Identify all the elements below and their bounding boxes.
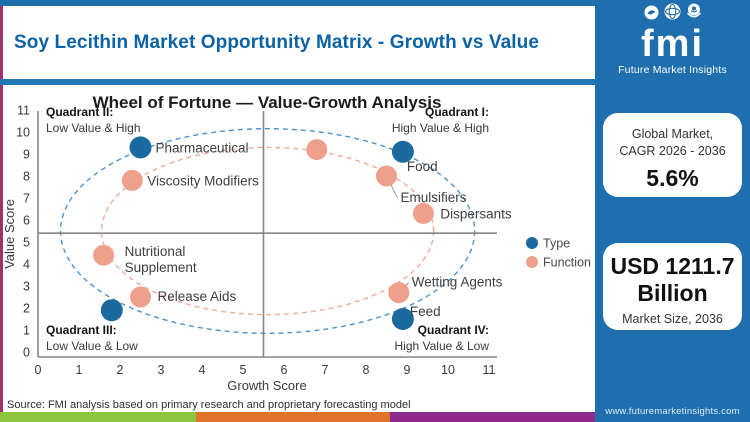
quadrant-label-bottom-left: Quadrant III: bbox=[46, 323, 117, 337]
chart-title: Wheel of Fortune — Value-Growth Analysis bbox=[93, 93, 442, 112]
y-tick-3: 3 bbox=[23, 280, 30, 294]
market-size-value-line2: Billion bbox=[637, 280, 708, 306]
y-tick-8: 8 bbox=[23, 170, 30, 184]
y-tick-10: 10 bbox=[16, 126, 30, 140]
cagr-value: 5.6% bbox=[646, 165, 699, 191]
source-note: Source: FMI analysis based on primary re… bbox=[7, 399, 411, 411]
y-axis-title: Value Score bbox=[2, 199, 17, 269]
point-label-dispersants: Dispersants bbox=[440, 206, 512, 221]
page-title: Soy Lecithin Market Opportunity Matrix -… bbox=[14, 31, 540, 53]
person-icon bbox=[686, 3, 702, 25]
x-tick-6: 6 bbox=[281, 363, 288, 377]
logo-wordmark: fmi bbox=[641, 23, 704, 65]
left-accent-bar bbox=[0, 6, 3, 412]
point-label-food: Food bbox=[407, 159, 438, 174]
data-point-release-aids bbox=[130, 286, 151, 308]
quadrant-label-bottom-right: Quadrant IV: bbox=[418, 323, 489, 337]
data-point-dispersants bbox=[412, 202, 434, 224]
x-tick-9: 9 bbox=[404, 363, 411, 377]
wheel-ellipse-function bbox=[100, 146, 435, 316]
legend-dot-function bbox=[526, 256, 538, 268]
logo-icons bbox=[595, 3, 750, 25]
x-axis-title: Growth Score bbox=[227, 378, 306, 393]
title-underline bbox=[0, 79, 595, 85]
market-size-label: Market Size, 2036 bbox=[622, 312, 723, 326]
website-url: www.futuremarketinsights.com bbox=[605, 406, 740, 417]
y-tick-11: 11 bbox=[17, 104, 30, 118]
quadrant-sublabel-top-left: Low Value & High bbox=[46, 121, 141, 135]
bird-icon bbox=[644, 5, 659, 25]
footer-stripe-orange bbox=[196, 412, 390, 422]
y-tick-6: 6 bbox=[23, 214, 30, 228]
source-bar: Source: FMI analysis based on primary re… bbox=[3, 398, 599, 412]
footer-stripe-green bbox=[0, 412, 196, 422]
x-tick-11: 11 bbox=[483, 363, 496, 377]
legend-dot-type bbox=[526, 237, 538, 249]
market-size-card: USD 1211.7 Billion Market Size, 2036 bbox=[603, 243, 742, 330]
point-label-pharmaceutical: Pharmaceutical bbox=[156, 140, 249, 155]
data-point-nutritional-supplement bbox=[93, 244, 115, 266]
cagr-card: Global Market, CAGR 2026 - 2036 5.6% bbox=[603, 113, 742, 197]
x-tick-1: 1 bbox=[76, 363, 83, 377]
scatter-chart: Wheel of Fortune — Value-Growth Analysis… bbox=[2, 93, 591, 393]
cagr-label-line2: CAGR 2026 - 2036 bbox=[619, 144, 726, 158]
data-point-emulsifiers bbox=[376, 165, 397, 187]
x-tick-2: 2 bbox=[117, 363, 124, 377]
wheel-ellipse-type bbox=[59, 127, 476, 335]
x-tick-7: 7 bbox=[322, 363, 329, 377]
point-label-wetting-agents: Wetting Agents bbox=[412, 275, 503, 290]
y-tick-5: 5 bbox=[23, 236, 30, 250]
data-point-pharmaceutical bbox=[129, 136, 152, 159]
x-tick-0: 0 bbox=[35, 363, 42, 377]
point-label-emulsifiers: Emulsifiers bbox=[401, 190, 467, 205]
y-tick-2: 2 bbox=[23, 302, 30, 316]
quadrant-label-top-left: Quadrant II: bbox=[46, 105, 113, 119]
header: Soy Lecithin Market Opportunity Matrix -… bbox=[3, 6, 595, 79]
data-point-viscosity-modifiers bbox=[121, 169, 143, 191]
quadrant-sublabel-bottom-right: High Value & Low bbox=[395, 339, 490, 353]
y-tick-1: 1 bbox=[23, 324, 30, 338]
sidebar: fmi Future Market Insights Global Market… bbox=[595, 0, 750, 422]
y-tick-7: 7 bbox=[23, 192, 30, 206]
data-point-function-unlabeled bbox=[306, 139, 328, 161]
x-tick-4: 4 bbox=[199, 363, 206, 377]
point-label-release-aids: Release Aids bbox=[158, 289, 237, 304]
quadrant-sublabel-bottom-left: Low Value & Low bbox=[46, 339, 138, 353]
legend-label-function: Function bbox=[543, 256, 591, 270]
y-tick-0: 0 bbox=[23, 346, 30, 360]
y-tick-9: 9 bbox=[23, 148, 30, 162]
top-accent-bar bbox=[0, 0, 595, 6]
point-label-nutritional-supplement: Nutritional Supplement bbox=[125, 244, 197, 275]
x-tick-8: 8 bbox=[363, 363, 370, 377]
logo-tagline: Future Market Insights bbox=[618, 64, 727, 76]
globe-icon bbox=[664, 3, 681, 25]
market-size-value-line1: USD 1211.7 bbox=[610, 253, 735, 279]
x-tick-3: 3 bbox=[158, 363, 165, 377]
x-tick-10: 10 bbox=[441, 363, 455, 377]
point-label-feed: Feed bbox=[410, 304, 441, 319]
cagr-label-line1: Global Market, bbox=[631, 127, 714, 141]
legend-label-type: Type bbox=[543, 237, 570, 251]
quadrant-label-top-right: Quadrant I: bbox=[425, 105, 489, 119]
data-point-wetting-agents bbox=[388, 282, 410, 304]
data-point-food bbox=[391, 140, 414, 163]
footer-stripe-purple bbox=[390, 412, 595, 422]
point-label-viscosity-modifiers: Viscosity Modifiers bbox=[147, 173, 259, 188]
data-point-type-unlabeled bbox=[100, 299, 123, 322]
y-tick-4: 4 bbox=[23, 258, 30, 272]
quadrant-sublabel-top-right: High Value & High bbox=[392, 121, 489, 135]
fmi-logo: fmi Future Market Insights bbox=[595, 0, 750, 76]
data-point-feed bbox=[391, 308, 414, 330]
x-tick-5: 5 bbox=[240, 363, 247, 377]
